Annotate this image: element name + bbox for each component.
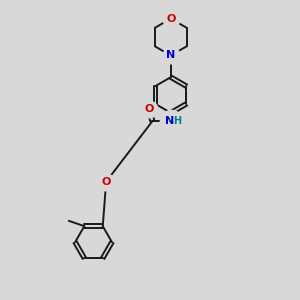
Text: O: O xyxy=(166,14,176,24)
Text: O: O xyxy=(144,104,154,114)
Text: O: O xyxy=(101,177,111,187)
Text: H: H xyxy=(173,116,181,126)
Text: N: N xyxy=(166,50,176,61)
Text: N: N xyxy=(165,116,174,126)
